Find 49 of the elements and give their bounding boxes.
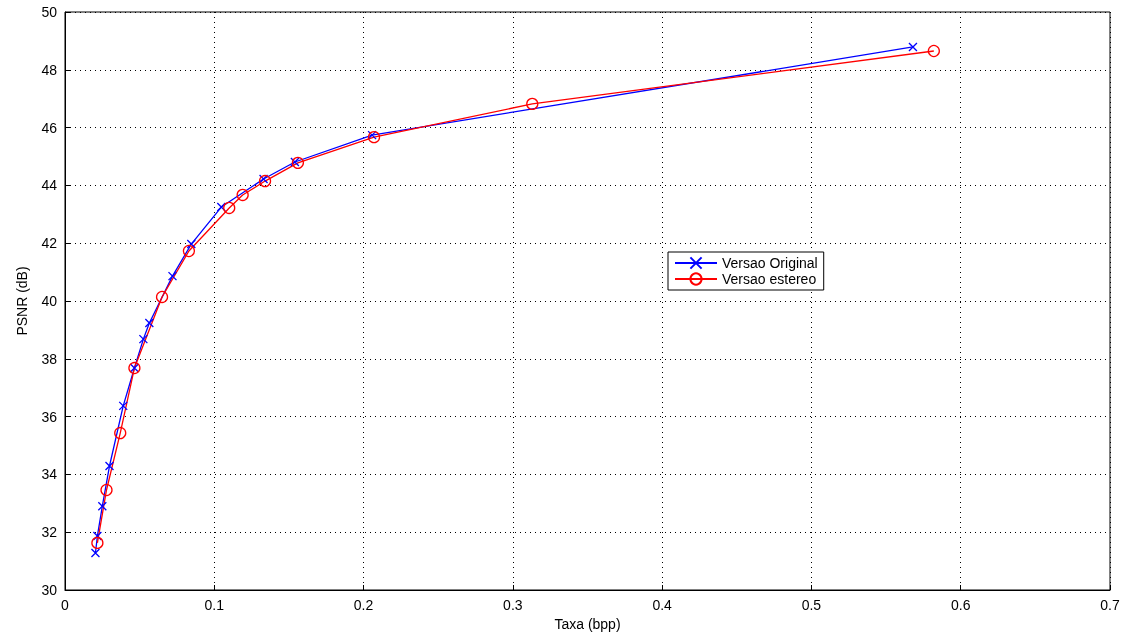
point bbox=[258, 174, 272, 188]
legend-label: Versao estereo bbox=[722, 271, 817, 287]
point bbox=[155, 290, 169, 304]
y-tick-label: 42 bbox=[41, 235, 58, 252]
point bbox=[290, 157, 300, 167]
point bbox=[291, 156, 305, 169]
x-tick-label: 0.4 bbox=[652, 597, 673, 613]
point bbox=[367, 130, 377, 140]
point bbox=[90, 548, 101, 558]
y-tick-label: 46 bbox=[41, 119, 58, 136]
point bbox=[92, 531, 103, 541]
point bbox=[186, 239, 196, 249]
y-tick-label: 32 bbox=[41, 524, 58, 541]
x-tick-label: 0.7 bbox=[1100, 597, 1120, 613]
point bbox=[97, 501, 107, 511]
x-tick-label: 0.5 bbox=[801, 597, 822, 613]
point bbox=[236, 188, 249, 202]
point bbox=[167, 271, 178, 281]
y-axis-title: PSNR (dB) bbox=[14, 266, 30, 336]
y-tick-label: 30 bbox=[41, 582, 58, 598]
point bbox=[144, 318, 154, 328]
point bbox=[908, 42, 918, 52]
point bbox=[114, 426, 127, 440]
point bbox=[100, 483, 113, 497]
x-tick-label: 0.2 bbox=[353, 597, 374, 613]
x-tick-label: 0.1 bbox=[204, 597, 225, 613]
point bbox=[182, 244, 196, 258]
point bbox=[223, 201, 236, 215]
y-tick-label: 50 bbox=[41, 4, 58, 20]
x-tick-label: 0.3 bbox=[503, 597, 523, 613]
legend-label: Versao Original bbox=[722, 255, 818, 271]
x-tick-label: 0.6 bbox=[950, 597, 971, 613]
point bbox=[258, 174, 269, 184]
y-tick-label: 34 bbox=[41, 466, 58, 483]
y-tick-label: 44 bbox=[41, 177, 58, 194]
point bbox=[367, 130, 381, 144]
point bbox=[927, 44, 940, 58]
point bbox=[118, 401, 128, 411]
point bbox=[104, 461, 115, 471]
y-tick-label: 36 bbox=[41, 408, 58, 425]
y-tick-label: 48 bbox=[41, 61, 58, 78]
point bbox=[138, 334, 149, 344]
y-tick-label: 38 bbox=[41, 350, 58, 367]
x-tick-label: 0 bbox=[61, 597, 70, 613]
y-tick-label: 40 bbox=[41, 293, 58, 309]
point bbox=[91, 536, 104, 550]
point bbox=[216, 202, 226, 212]
x-axis-title: Taxa (bpp) bbox=[554, 615, 621, 632]
point bbox=[526, 97, 539, 111]
